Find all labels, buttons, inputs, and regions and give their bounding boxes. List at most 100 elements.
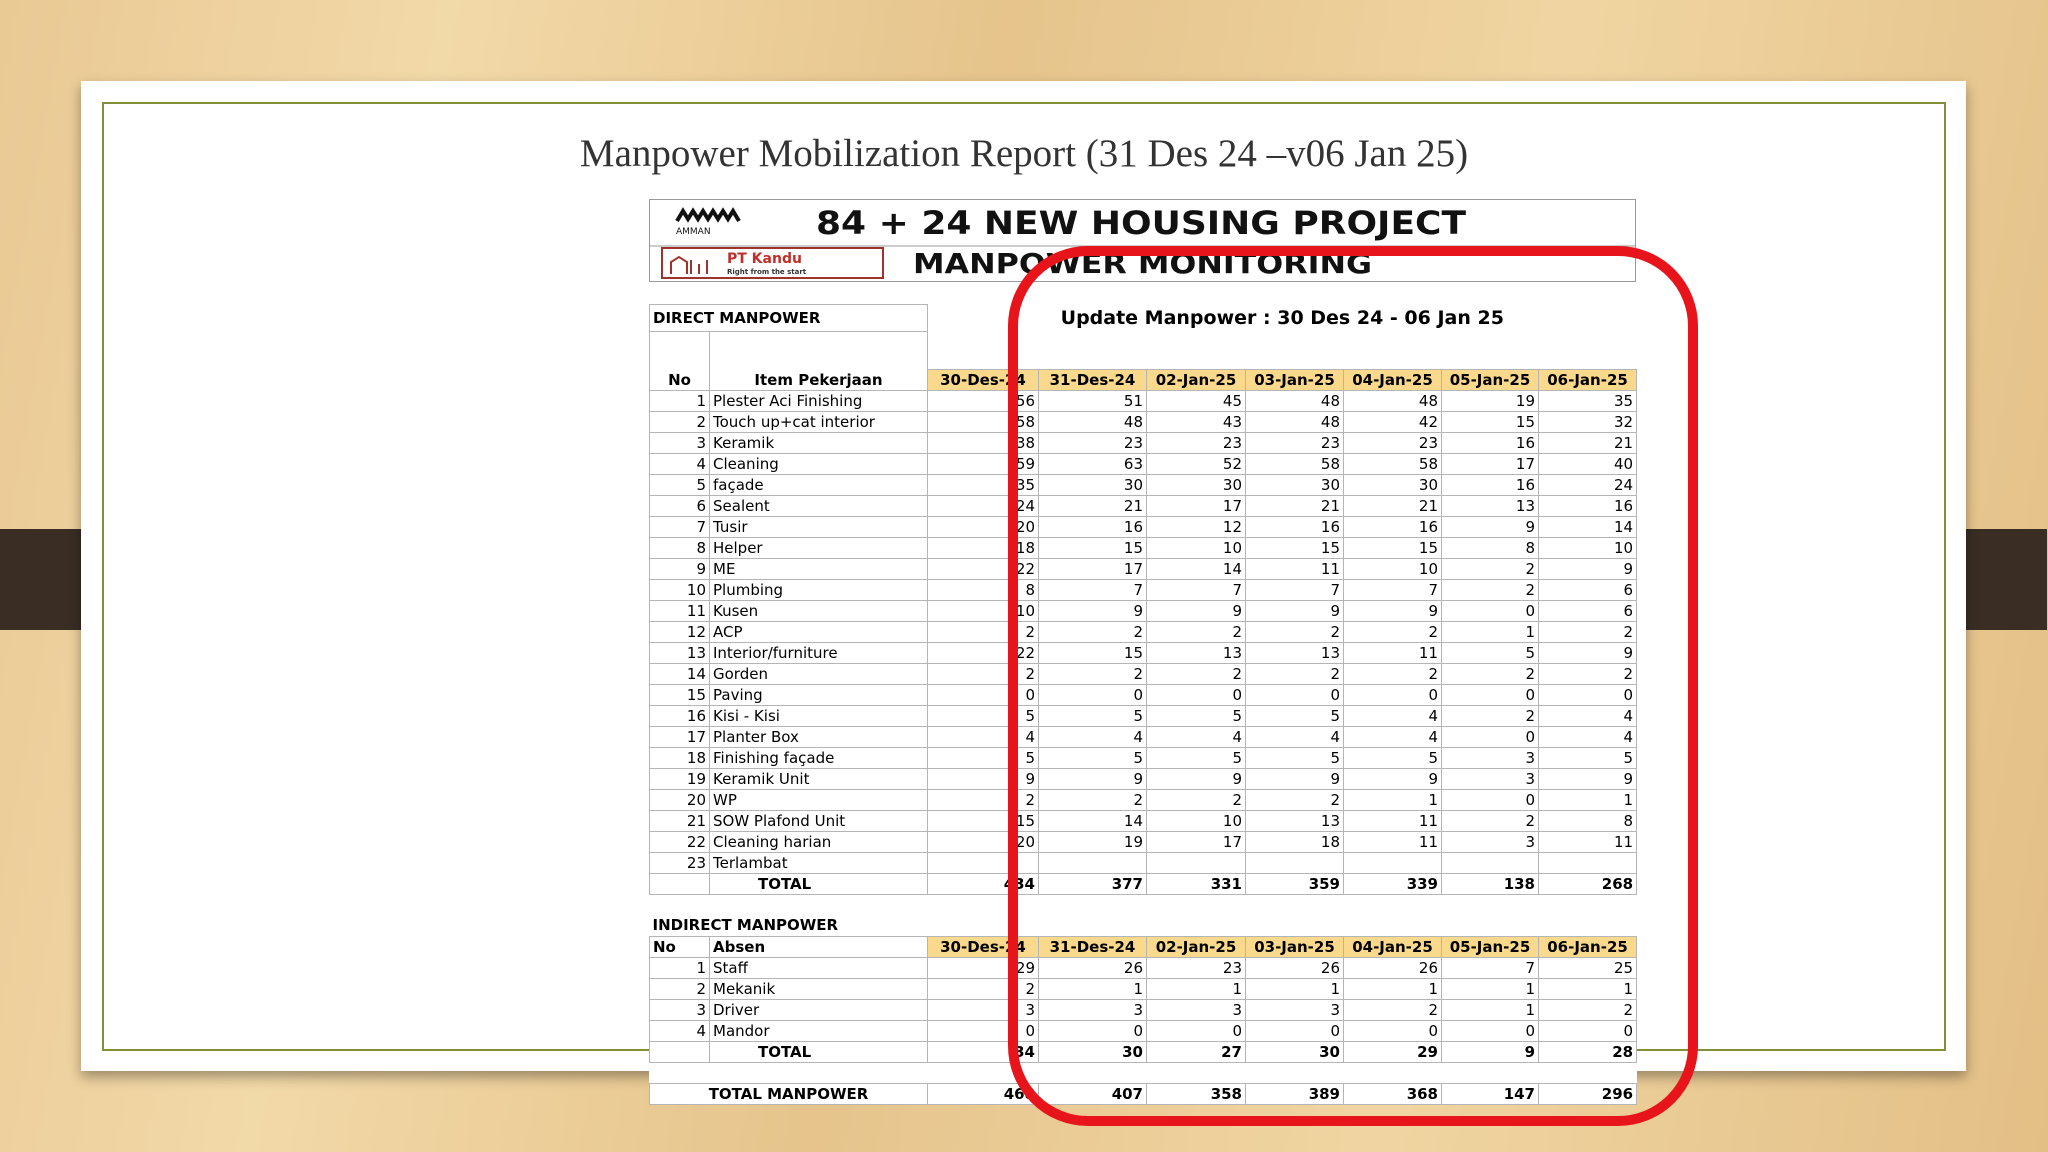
- date-header: 31-Des-24: [1038, 368, 1147, 391]
- value-cell: 63: [1038, 452, 1147, 475]
- table-row: 6 Sealent 24 21 17 21 21 13 16: [649, 494, 1638, 517]
- table-row: 1 Staff 29 26 23 26 26 7 25: [649, 956, 1638, 979]
- row-number: 20: [649, 788, 710, 811]
- table-row: 30-Des-24 31-Des-24 02-Jan-25 03-Jan-25 04-J…: [650, 368, 1638, 391]
- total-label: TOTAL: [709, 1040, 928, 1063]
- item-name: Kusen: [709, 599, 928, 622]
- table-row: DIRECT MANPOWER Update Manpower : 30 Des …: [649, 303, 1637, 332]
- row-number: 6: [649, 494, 710, 517]
- section-title: DIRECT MANPOWER: [649, 303, 928, 332]
- value-cell: 48: [1343, 389, 1442, 412]
- date-header: 06-Jan-25: [1537, 935, 1638, 958]
- contractor-name: PT Kandu: [727, 251, 802, 267]
- total-spacer: [649, 872, 710, 895]
- column-header: No: [649, 935, 710, 958]
- item-name: Interior/furniture: [709, 641, 928, 664]
- row-number: 23: [649, 851, 710, 874]
- grand-total-value: 368: [1343, 1082, 1442, 1105]
- item-name: Keramik Unit: [709, 767, 928, 790]
- table-row: INDIRECT MANPOWER: [650, 915, 1637, 936]
- item-name: Cleaning harian: [709, 830, 928, 853]
- update-title: Update Manpower : 30 Des 24 - 06 Jan 25: [1060, 306, 1504, 329]
- date-header: 04-Jan-25: [1343, 935, 1442, 958]
- item-name: ACP: [709, 620, 928, 643]
- date-header: 04-Jan-25: [1343, 368, 1442, 391]
- item-name: ME: [709, 557, 928, 580]
- value-cell: 11: [1343, 830, 1442, 853]
- item-name: WP: [709, 788, 928, 811]
- row-number: 8: [649, 536, 710, 559]
- value-cell: 21: [1245, 494, 1344, 517]
- item-name: Finishing façade: [709, 746, 928, 769]
- row-number: 12: [649, 620, 710, 643]
- item-name: Paving: [709, 683, 928, 706]
- row-number: 7: [649, 515, 710, 538]
- logo-text: AMMAN: [676, 227, 711, 237]
- slide-title: Manpower Mobilization Report (31 Des 24 …: [579, 132, 1469, 175]
- manpower-table: DIRECT MANPOWER Update Manpower : 30 Des …: [649, 282, 1638, 1105]
- grand-total-value: 389: [1245, 1082, 1344, 1105]
- item-name: Staff: [709, 956, 928, 979]
- value-cell: 16: [1245, 515, 1344, 538]
- row-number: 19: [649, 767, 710, 790]
- item-name: Driver: [709, 998, 928, 1021]
- item-name: Gorden: [709, 662, 928, 685]
- value-cell: 48: [1245, 410, 1344, 433]
- column-header: Absen: [709, 935, 928, 958]
- column-header: Item Pekerjaan: [709, 330, 928, 391]
- highlight-ring: [1008, 246, 1698, 1126]
- item-name: Planter Box: [709, 725, 928, 748]
- table-row: 10 Plumbing 8 7 7 7 7 2 6: [649, 578, 1638, 601]
- date-header: 02-Jan-25: [1146, 935, 1246, 958]
- value-cell: 19: [1038, 830, 1147, 853]
- contractor-logo: [670, 255, 708, 274]
- value-cell: 13: [1245, 641, 1344, 664]
- table-row: TOTAL MANPOWER 468 407 358 389 368 147 296: [649, 1082, 1638, 1105]
- value-cell: 16: [1537, 494, 1638, 517]
- item-name: Cleaning: [709, 452, 928, 475]
- total-label: TOTAL: [709, 872, 928, 895]
- table-row: 1 Plester Aci Finishing 56 51 45 48 48 19 35: [649, 389, 1638, 412]
- project-title: 84 + 24 NEW HOUSING PROJECT: [816, 204, 1466, 242]
- item-name: Helper: [709, 536, 928, 559]
- total-value: 377: [1038, 872, 1147, 895]
- value-cell: 23: [1146, 956, 1246, 979]
- row-number: 16: [649, 704, 710, 727]
- section-title: INDIRECT MANPOWER: [652, 916, 839, 935]
- row-number: 3: [649, 998, 710, 1021]
- row-number: 4: [649, 1019, 710, 1042]
- row-number: 21: [649, 809, 710, 832]
- value-cell: 42: [1343, 410, 1442, 433]
- value-cell: 40: [1537, 452, 1638, 475]
- row-number: 5: [649, 473, 710, 496]
- table-row: 15 Paving 0 0 0 0 0 0 0: [649, 683, 1638, 706]
- date-header: 02-Jan-25: [1146, 368, 1246, 391]
- item-name: Mandor: [709, 1019, 928, 1042]
- item-name: façade: [709, 473, 928, 496]
- item-name: Tusir: [709, 515, 928, 538]
- table-row: 5 façade 35 30 30 30 30 16 24: [649, 473, 1638, 496]
- total-value: 138: [1441, 872, 1539, 895]
- row-number: 15: [649, 683, 710, 706]
- row-number: 9: [649, 557, 710, 580]
- row-number: 1: [649, 389, 710, 412]
- table-row: TOTAL 434 377 331 359 339 138 268: [649, 872, 1638, 895]
- amman-logo: [675, 207, 741, 223]
- row-number: 2: [649, 410, 710, 433]
- row-number: 14: [649, 662, 710, 685]
- row-number: 2: [649, 977, 710, 1000]
- row-number: 18: [649, 746, 710, 769]
- row-number: 22: [649, 830, 710, 853]
- item-name: Touch up+cat interior: [709, 410, 928, 433]
- item-name: Sealent: [709, 494, 928, 517]
- contractor-tagline: Right from the start: [727, 268, 807, 276]
- column-header: No: [649, 330, 710, 391]
- row-number: 10: [649, 578, 710, 601]
- table-row: 19 Keramik Unit 9 9 9 9 9 3 9: [649, 767, 1638, 790]
- total-value: 359: [1245, 872, 1344, 895]
- date-header: 06-Jan-25: [1537, 368, 1638, 391]
- row-number: 4: [649, 452, 710, 475]
- item-name: Plumbing: [709, 578, 928, 601]
- total-value: 268: [1537, 872, 1638, 895]
